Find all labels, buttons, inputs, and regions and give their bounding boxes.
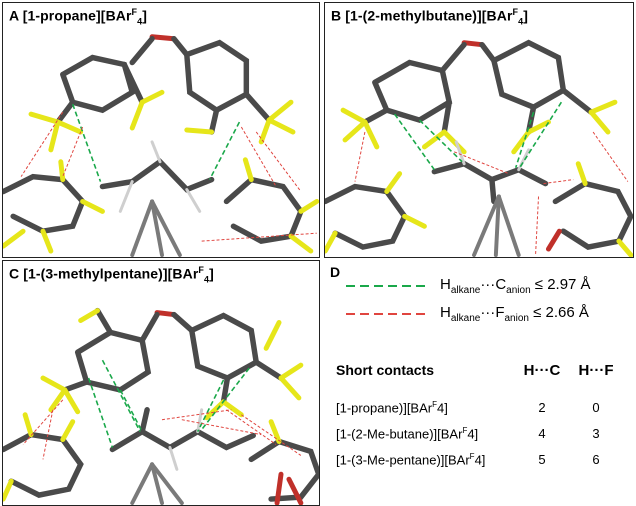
- panel-c-title: C [1-(3-methylpentane)][BArF4]: [9, 265, 214, 285]
- table-header: Short contacts H···C H···F: [336, 362, 632, 382]
- legend-red-contact: Halkane···Fanion ≤ 2.66 Å: [344, 304, 589, 324]
- molecular-render-b: [325, 39, 633, 257]
- panel-c-structure: C [1-(3-methylpentane)][BArF4]: [2, 260, 320, 506]
- row-compound: [1-propane)][BArF4]: [336, 400, 448, 416]
- panel-d-label: D: [330, 264, 341, 280]
- row-compound: [1-(2-Me-butane)][BArF4]: [336, 426, 479, 442]
- header-hf: H···F: [578, 362, 614, 379]
- red-dash-swatch: [346, 313, 430, 315]
- table-row: [1-propane)][BArF4] 2 0: [336, 400, 632, 420]
- molecular-render-c: [3, 307, 319, 505]
- header-hc: H···C: [523, 362, 561, 379]
- green-dash-swatch: [346, 285, 430, 287]
- header-label: Short contacts: [336, 362, 435, 378]
- row-hf: 3: [592, 426, 600, 441]
- table-row: [1-(3-Me-pentane)][BArF4] 5 6: [336, 452, 632, 472]
- legend-red-text: Halkane···Fanion ≤ 2.66 Å: [440, 304, 589, 324]
- row-hf: 0: [592, 400, 600, 415]
- row-hf: 6: [592, 452, 600, 467]
- panel-b-title: B [1-(2-methylbutane)][BArF4]: [331, 7, 528, 27]
- row-hc: 5: [538, 452, 546, 467]
- panel-d-legend: D Halkane···Canion ≤ 2.97 Å Halkane···Fa…: [324, 260, 636, 506]
- row-compound: [1-(3-Me-pentane)][BArF4]: [336, 452, 486, 468]
- panel-a-title: A [1-propane][BArF4]: [9, 7, 148, 27]
- table-row: [1-(2-Me-butane)][BArF4] 4 3: [336, 426, 632, 446]
- panel-b-structure: B [1-(2-methylbutane)][BArF4]: [324, 2, 634, 258]
- row-hc: 2: [538, 400, 546, 415]
- molecular-render-a: [3, 34, 319, 257]
- legend-green-text: Halkane···Canion ≤ 2.97 Å: [440, 276, 591, 296]
- panel-a-structure: A [1-propane][BArF4]: [2, 2, 320, 258]
- row-hc: 4: [538, 426, 546, 441]
- legend-green-contact: Halkane···Canion ≤ 2.97 Å: [344, 276, 591, 296]
